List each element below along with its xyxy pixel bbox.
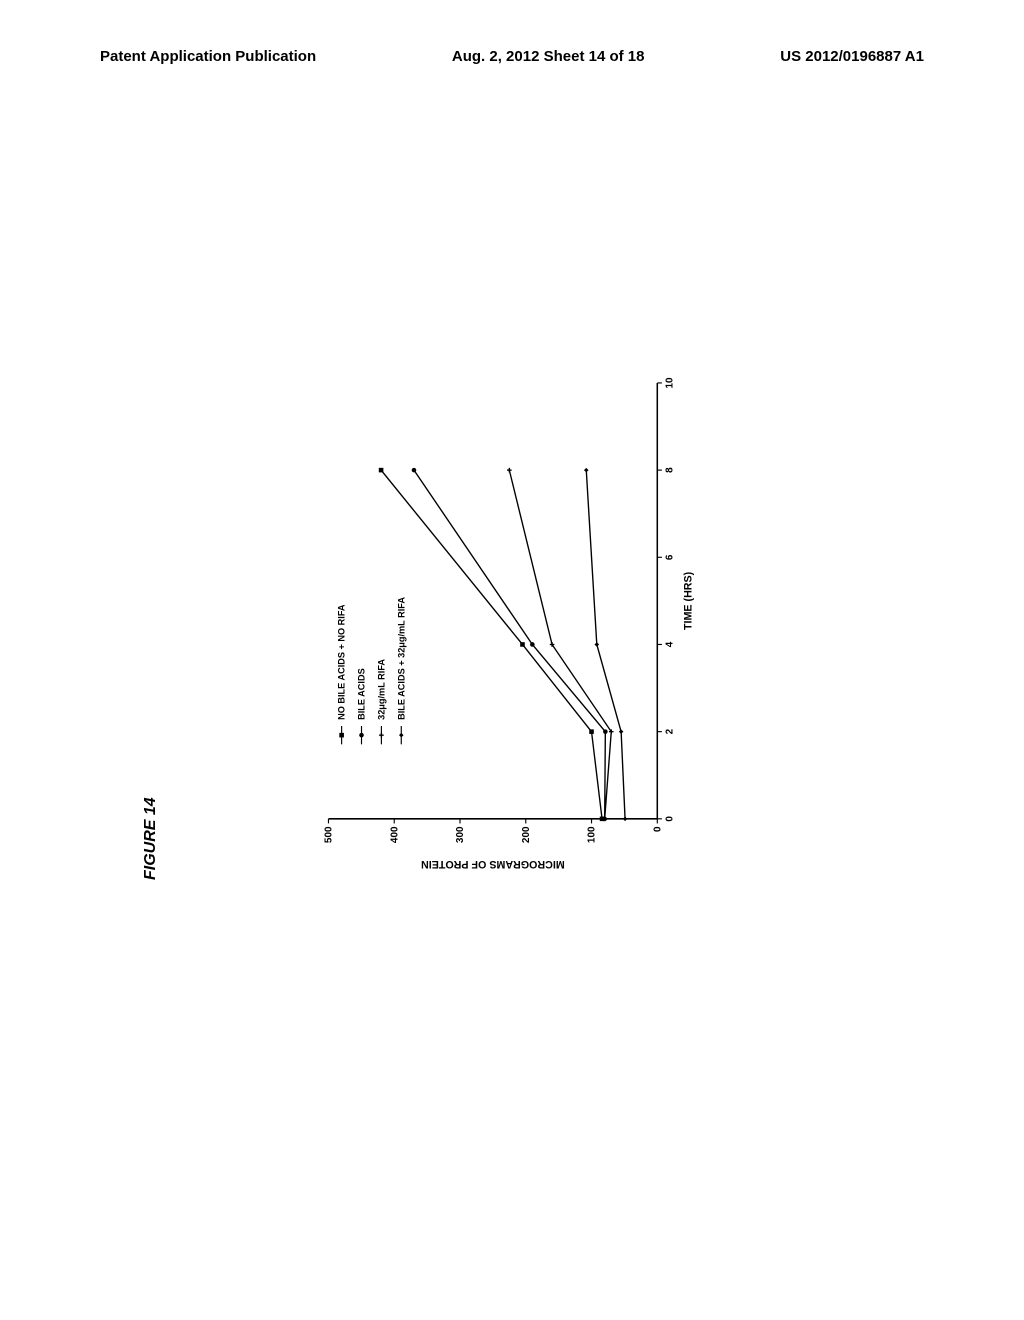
x-tick-label: 0: [665, 816, 676, 822]
y-tick-label: 100: [587, 826, 598, 843]
marker-diamond: [584, 468, 589, 473]
x-tick-label: 6: [665, 554, 676, 560]
y-tick-label: 300: [455, 826, 466, 843]
x-tick-label: 4: [665, 641, 676, 647]
x-axis-label: TIME (HRS): [683, 571, 695, 630]
legend-label: NO BILE ACIDS + NO RIFA: [337, 604, 347, 720]
x-tick-label: 8: [665, 467, 676, 473]
y-tick-label: 400: [389, 826, 400, 843]
header-right: US 2012/0196887 A1: [780, 48, 924, 65]
series-line: [414, 470, 605, 819]
legend-label: BILE ACIDS: [357, 668, 367, 720]
y-axis-label: MICROGRAMS OF PROTEIN: [421, 858, 565, 870]
figure-container: FIGURE 14 01002003004005000246810TIME (H…: [172, 360, 852, 880]
marker-circle: [412, 468, 417, 473]
marker-square: [520, 642, 525, 647]
axes: [328, 383, 657, 819]
x-tick-label: 2: [665, 728, 676, 734]
marker-diamond: [623, 817, 628, 822]
chart: 0 100 200 300 400 500 0 2 4 6 8 10 TIME (HRS) MICROGR…: [172, 360, 852, 880]
marker-square: [339, 733, 344, 738]
marker-square: [589, 729, 594, 734]
header-left: Patent Application Publication: [100, 48, 316, 65]
series-line: [381, 470, 602, 819]
y-tick-label: 500: [324, 826, 335, 843]
legend-label: 32μg/mL RIFA: [376, 659, 386, 720]
legend-label: BILE ACIDS + 32μg/mL RIFA: [396, 597, 406, 720]
y-tick-label: 200: [521, 826, 532, 843]
marker-diamond: [594, 642, 599, 647]
x-tick-label: 10: [665, 377, 676, 389]
marker-diamond: [619, 729, 624, 734]
page-header: Patent Application Publication Aug. 2, 2…: [0, 48, 1024, 65]
figure-title: FIGURE 14: [142, 797, 160, 880]
marker-circle: [359, 733, 364, 738]
marker-circle: [603, 729, 608, 734]
marker-circle: [530, 642, 535, 647]
marker-diamond: [399, 733, 404, 738]
marker-square: [379, 468, 384, 473]
header-center: Aug. 2, 2012 Sheet 14 of 18: [452, 48, 645, 65]
y-tick-label: 0: [652, 826, 663, 832]
